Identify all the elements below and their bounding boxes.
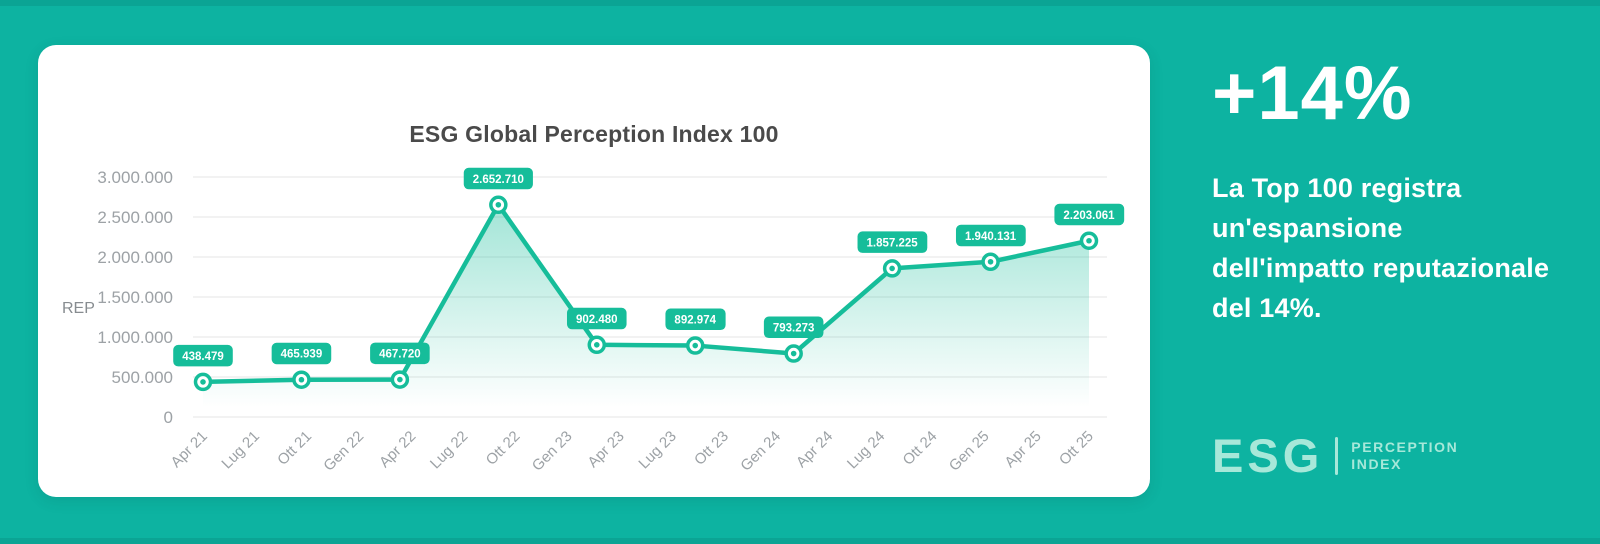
data-point-center (987, 258, 994, 265)
data-point-center (593, 342, 600, 348)
data-label-background (763, 316, 824, 339)
x-axis-tick-label: Apr 25 (1001, 428, 1044, 471)
data-label-badge: 902.480 (566, 307, 627, 330)
y-axis-tick-label: 1.000.000 (97, 328, 173, 347)
summary-line: del 14%. (1212, 293, 1322, 323)
data-label-badge: 1.940.131 (955, 224, 1026, 247)
trend-line (200, 202, 1092, 385)
x-axis-tick-label: Lug 21 (218, 428, 262, 472)
summary-text: La Top 100 registra un'espansione dell'i… (1212, 168, 1552, 328)
data-point-center (889, 265, 895, 272)
y-axis-tick-label: 0 (164, 408, 173, 427)
bottom-accent-strip (0, 538, 1600, 544)
x-axis-tick-label: Apr 23 (584, 428, 627, 471)
x-axis-tick-label: Lug 23 (635, 428, 679, 472)
data-point-center (298, 376, 305, 383)
data-label-badge: 467.720 (370, 342, 430, 365)
data-point-center (397, 376, 403, 383)
y-axis-tick-label: 2.000.000 (97, 248, 173, 267)
data-label-text: 902.480 (576, 314, 618, 326)
logo-divider (1335, 437, 1339, 475)
chart-card: ESG Global Perception Index 100 3.000.00… (38, 45, 1150, 497)
data-label-text: 2.203.061 (1063, 210, 1115, 222)
data-label-text: 793.273 (773, 323, 815, 335)
data-point-center (692, 342, 699, 349)
x-axis-tick-label: Gen 23 (529, 428, 576, 475)
data-point-center (200, 379, 206, 385)
y-axis-title: REP (62, 300, 95, 317)
x-axis-tick-label: Apr 24 (793, 428, 836, 471)
x-axis-tick-label: Ott 25 (1056, 428, 1097, 469)
data-label-background (566, 307, 627, 330)
logo-subtitle-line1: PERCEPTION (1351, 439, 1459, 455)
data-label-background (173, 344, 233, 367)
data-label-text: 2.652.710 (473, 174, 524, 186)
data-label-badge: 1.857.225 (857, 231, 928, 253)
top-accent-strip (0, 0, 1600, 6)
data-point-center (1086, 237, 1092, 244)
x-axis-tick-label: Gen 22 (320, 428, 367, 475)
data-label-badge: 2.652.710 (463, 167, 533, 190)
x-axis-tick-label: Gen 25 (946, 428, 993, 475)
data-label-background (463, 167, 533, 190)
summary-line: dell'impatto reputazionale (1212, 253, 1550, 283)
data-label-background (1054, 203, 1125, 226)
data-label-text: 465.939 (281, 349, 323, 361)
x-axis-tick-label: Ott 22 (483, 428, 524, 469)
x-axis-tick-label: Apr 22 (376, 428, 419, 471)
data-label-text: 892.974 (674, 315, 716, 327)
data-label-badge: 892.974 (665, 308, 726, 331)
data-label-text: 438.479 (182, 351, 224, 363)
headline-stat: +14% (1212, 51, 1413, 136)
data-label-text: 1.940.131 (965, 231, 1017, 243)
data-point-center (790, 350, 797, 357)
data-label-badge: 438.479 (173, 344, 233, 367)
logo-subtitle-line2: INDEX (1351, 456, 1403, 472)
y-axis-tick-label: 500.000 (112, 368, 173, 387)
data-label-badge: 793.273 (763, 316, 824, 339)
x-axis-tick-label: Apr 21 (168, 428, 211, 471)
y-axis-tick-label: 1.500.000 (97, 288, 173, 307)
data-label-background (665, 308, 726, 331)
line-chart: 3.000.000 2.500.000 2.000.000 1.500.000 1.00… (62, 167, 1125, 475)
data-label-background (955, 224, 1026, 247)
data-label-background (370, 342, 430, 365)
y-axis-tick-label: 3.000.000 (97, 168, 173, 187)
esg-wordmark: ESG (1212, 429, 1324, 482)
x-axis-tick-label: Lug 24 (844, 428, 888, 472)
x-axis-tick-label: Ott 23 (691, 428, 732, 469)
data-label-background (271, 342, 332, 365)
data-point-center (495, 201, 502, 208)
x-axis-tick-label: Ott 21 (274, 428, 315, 469)
y-axis-tick-label: 2.500.000 (97, 208, 173, 227)
data-label-text: 1.857.225 (867, 237, 919, 249)
data-label-badge: 2.203.061 (1054, 203, 1125, 226)
summary-line: un'espansione (1212, 213, 1403, 243)
x-axis-tick-label: Ott 24 (900, 428, 941, 469)
x-axis-tick-label: Lug 22 (427, 428, 471, 472)
chart-title: ESG Global Perception Index 100 (409, 121, 779, 147)
summary-line: La Top 100 registra (1212, 173, 1462, 203)
data-label-badge: 465.939 (271, 342, 332, 365)
x-axis-tick-label: Gen 24 (737, 428, 784, 475)
data-label-text: 467.720 (379, 349, 421, 361)
data-label-background (857, 231, 928, 253)
summary-panel: +14% La Top 100 registra un'espansione d… (1212, 0, 1552, 544)
brand-logo: ESG PERCEPTION INDEX (1212, 429, 1458, 482)
logo-subtitle: PERCEPTION INDEX (1351, 439, 1458, 473)
